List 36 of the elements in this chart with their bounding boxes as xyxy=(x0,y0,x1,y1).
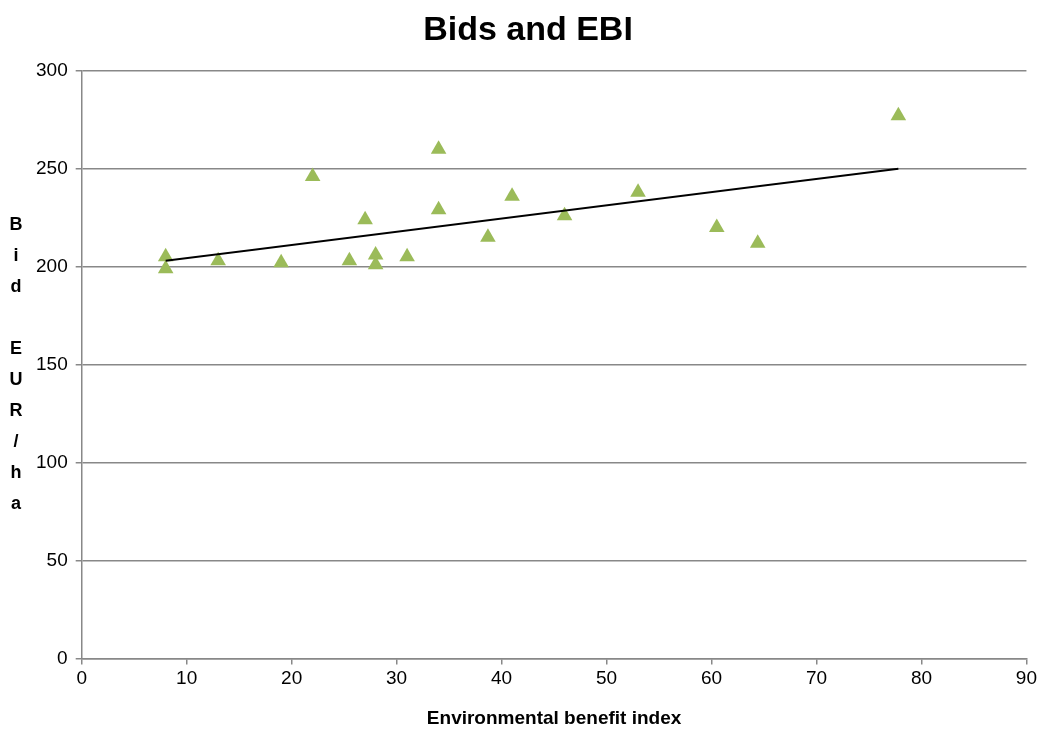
x-tick-label: 90 xyxy=(1015,667,1037,689)
y-tick-label: 0 xyxy=(57,646,68,668)
point xyxy=(708,218,725,232)
y-tick-label: 300 xyxy=(36,59,68,81)
point xyxy=(157,259,174,274)
x-tick-label: 30 xyxy=(386,667,408,689)
point xyxy=(357,210,373,225)
point xyxy=(749,234,766,248)
point xyxy=(399,247,415,262)
x-tick-label: 70 xyxy=(805,667,828,689)
y-tick-label: 200 xyxy=(36,254,68,276)
y-tick-label: 250 xyxy=(36,156,68,178)
x-axis-title: Environmental benefit index xyxy=(426,706,682,728)
point xyxy=(430,200,447,215)
point xyxy=(890,106,907,121)
point xyxy=(304,167,321,182)
point xyxy=(341,251,358,266)
chart-title: Bids and EBI xyxy=(423,8,633,47)
x-tick-label: 0 xyxy=(76,667,87,689)
x-tick-label: 60 xyxy=(700,667,723,689)
point xyxy=(430,140,447,154)
point xyxy=(480,228,496,242)
x-tick-label: 10 xyxy=(176,667,198,689)
y-tick-label: 50 xyxy=(46,548,68,570)
point xyxy=(504,187,520,201)
point xyxy=(273,253,289,268)
text: Bid EUR/ha xyxy=(9,214,23,514)
x-tick-label: 40 xyxy=(491,667,513,689)
x-tick-label: 50 xyxy=(595,667,618,689)
x-tick-label: 80 xyxy=(910,667,933,689)
point xyxy=(367,245,384,260)
point xyxy=(630,183,646,197)
y-tick-label: 150 xyxy=(36,352,68,374)
point xyxy=(210,251,226,266)
y-tick-label: 100 xyxy=(36,450,68,472)
x-tick-label: 20 xyxy=(281,667,303,689)
